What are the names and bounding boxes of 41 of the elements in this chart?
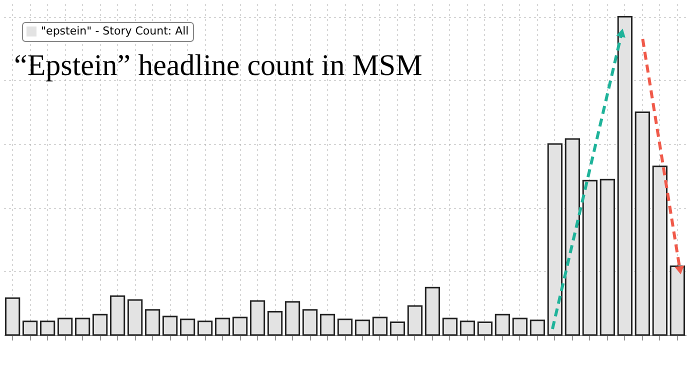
bar <box>547 143 563 336</box>
bar <box>634 111 650 336</box>
bar <box>22 320 38 336</box>
bar <box>57 318 73 336</box>
legend-label: "epstein" - Story Count: All <box>41 24 189 38</box>
bar <box>250 300 266 336</box>
text: “Epstein” headline count in MSM <box>14 49 422 82</box>
bar <box>512 318 528 336</box>
bar <box>284 301 300 336</box>
bar <box>372 316 388 336</box>
bar <box>652 166 668 336</box>
bar <box>600 178 616 336</box>
bar <box>180 318 196 336</box>
bar <box>617 16 633 336</box>
bar <box>40 320 56 336</box>
bar <box>162 316 178 336</box>
bar <box>74 318 90 336</box>
bar <box>442 318 458 336</box>
bar <box>477 322 493 336</box>
bar <box>320 314 336 336</box>
bar <box>390 322 406 336</box>
bar <box>460 320 476 336</box>
bar <box>494 314 510 336</box>
bar <box>424 286 440 336</box>
bar <box>92 314 108 336</box>
bar <box>337 318 353 336</box>
bar <box>144 309 160 336</box>
bar <box>670 266 685 336</box>
bar <box>110 295 126 336</box>
bar <box>407 305 423 336</box>
bar <box>5 297 20 336</box>
bar <box>302 309 318 336</box>
bar <box>267 311 283 336</box>
bar <box>582 180 598 336</box>
bar <box>214 318 230 336</box>
bar <box>354 320 370 336</box>
bar <box>197 320 213 336</box>
bar <box>127 299 143 336</box>
bar <box>530 320 546 336</box>
bar <box>564 138 580 336</box>
bar <box>232 316 248 336</box>
